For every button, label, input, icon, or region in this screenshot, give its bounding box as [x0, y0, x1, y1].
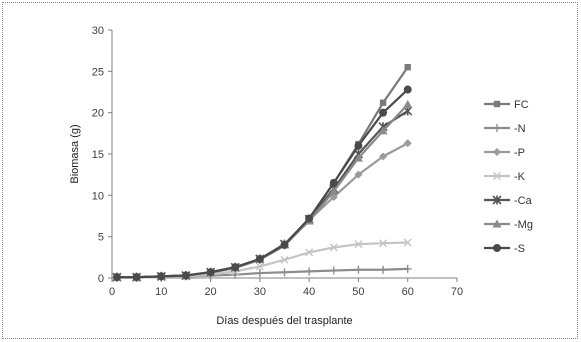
data-point	[305, 214, 314, 223]
series-s	[112, 85, 412, 282]
x-tick-label: 20	[204, 286, 216, 298]
data-point	[231, 263, 240, 272]
data-point	[379, 239, 388, 248]
legend-item-p: -P	[484, 147, 525, 159]
legend-label: -Ca	[514, 195, 533, 207]
data-point	[329, 178, 338, 187]
data-point	[255, 254, 264, 263]
legend-item-mg: -Mg	[484, 219, 533, 231]
x-tick-label: 0	[109, 286, 115, 298]
data-point	[305, 267, 314, 276]
data-point	[329, 186, 339, 195]
data-point	[255, 269, 264, 278]
legend-marker	[493, 244, 501, 252]
series-line-mg	[116, 103, 409, 279]
data-point	[181, 271, 190, 280]
axes: 0 5 10 15 20 25 30 0 10 20 30 40 50 60 70	[92, 25, 463, 298]
x-tick-label: 60	[402, 286, 414, 298]
data-point	[379, 108, 388, 117]
legend-label: -P	[514, 147, 525, 159]
x-tick-label: 50	[352, 286, 364, 298]
data-point	[132, 273, 141, 282]
y-tick-label: 15	[92, 149, 104, 161]
data-point	[206, 268, 215, 277]
legend: FC -N -P -K -Ca -Mg -S	[484, 99, 533, 255]
x-tick-label: 30	[254, 286, 266, 298]
series-line-s	[116, 88, 409, 279]
data-point	[378, 126, 388, 135]
data-point	[379, 152, 388, 161]
data-point	[403, 264, 412, 273]
data-point	[403, 99, 413, 108]
x-tick-label: 70	[451, 286, 463, 298]
legend-item-s: -S	[484, 243, 525, 255]
legend-label: -S	[514, 243, 525, 255]
legend-marker	[493, 100, 501, 108]
chart-frame	[2, 2, 578, 339]
data-point	[379, 99, 387, 106]
legend-marker	[492, 219, 502, 228]
x-tick-label: 10	[155, 286, 167, 298]
legend-item-ca: -Ca	[484, 195, 533, 207]
data-point	[305, 248, 314, 257]
legend-item-k: -K	[484, 171, 526, 183]
data-point	[280, 268, 289, 277]
legend-marker	[493, 124, 501, 132]
legend-item-fc: FC	[484, 99, 529, 111]
y-tick-label: 10	[92, 190, 104, 202]
data-point	[404, 64, 411, 71]
data-point	[354, 170, 363, 179]
data-point	[329, 243, 338, 252]
data-point	[403, 85, 412, 94]
legend-marker	[492, 195, 502, 205]
y-axis-title: Biomasa (g)	[69, 124, 81, 183]
series-layer	[112, 64, 413, 282]
legend-item-n: -N	[484, 123, 526, 135]
legend-marker	[493, 148, 501, 156]
data-point	[354, 141, 363, 150]
legend-label: -N	[514, 123, 526, 135]
data-point	[354, 240, 363, 249]
data-point	[280, 255, 289, 264]
data-point	[353, 153, 363, 162]
data-point	[354, 265, 363, 274]
data-point	[112, 273, 121, 282]
data-point	[403, 139, 412, 148]
series-fc	[113, 64, 411, 281]
y-tick-label: 20	[92, 108, 104, 120]
series-line-fc	[116, 66, 409, 279]
data-point	[280, 240, 289, 249]
y-tick-label: 5	[98, 232, 104, 244]
legend-marker	[493, 172, 501, 180]
legend-label: -Mg	[514, 219, 533, 231]
data-point	[403, 238, 412, 247]
legend-label: -K	[514, 171, 526, 183]
x-axis-title: Días después del trasplante	[216, 315, 352, 327]
series-mg	[112, 99, 413, 281]
y-tick-label: 30	[92, 25, 104, 37]
y-tick-label: 0	[98, 273, 104, 285]
y-tick-label: 25	[92, 66, 104, 78]
data-point	[157, 272, 166, 281]
x-tick-label: 40	[303, 286, 315, 298]
legend-label: FC	[514, 99, 529, 111]
data-point	[379, 265, 388, 274]
data-point	[255, 262, 264, 271]
data-point	[329, 266, 338, 275]
